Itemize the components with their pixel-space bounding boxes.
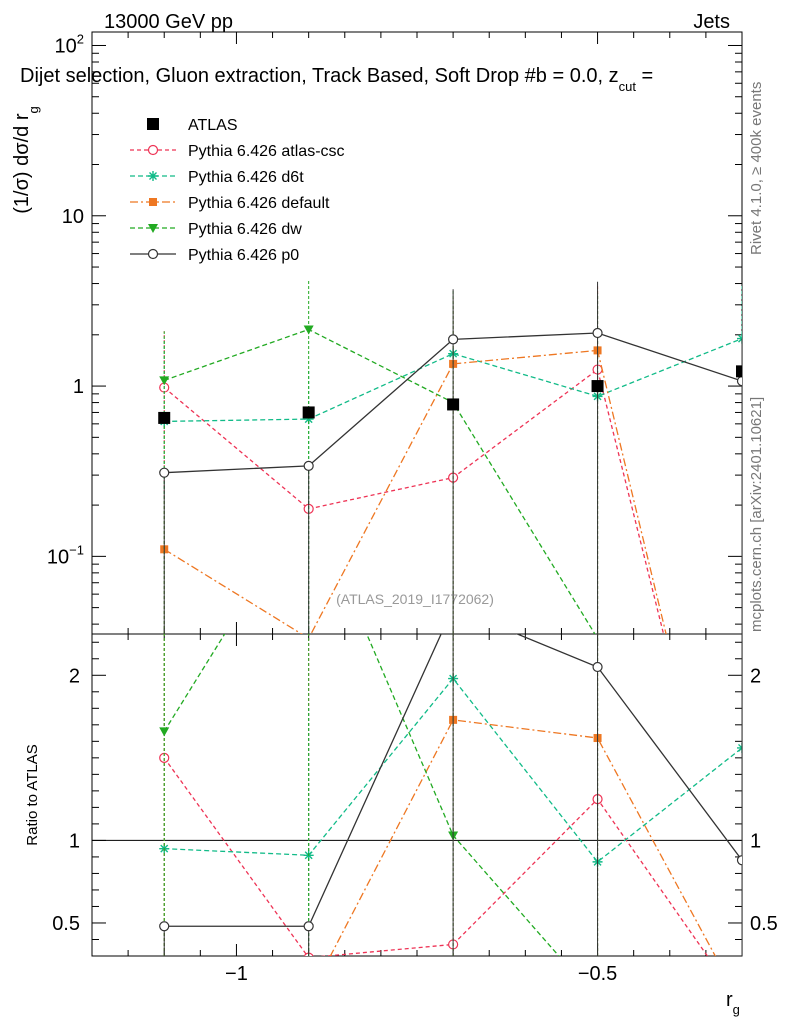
series-4-point (592, 327, 603, 339)
y-tick-label-base: 10 (47, 546, 69, 568)
analysis-watermark: (ATLAS_2019_I1772062) (336, 591, 494, 607)
series-1-point (303, 414, 314, 425)
atlas-data-point (736, 365, 742, 378)
series-4-point (448, 334, 459, 345)
y-tick-label-exp: −1 (69, 542, 84, 557)
ratio-y-tick-label: 2 (69, 665, 80, 687)
series-4-ratio-point (736, 855, 742, 866)
series-2-ratio-point (305, 994, 313, 1002)
series-4-ratio-line (164, 634, 742, 927)
ratio-y-tick-label-right: 2 (750, 665, 761, 687)
process-label: Jets (693, 11, 730, 33)
ratio-y-tick-label-right: 0.5 (750, 913, 778, 935)
x-axis-title-sub: g (733, 1002, 740, 1017)
x-tick-label: −0.5 (578, 963, 617, 985)
series-4-ratio-point (303, 921, 314, 932)
legend-entry: Pythia 6.426 p0 (130, 247, 299, 264)
legend-marker (147, 248, 159, 260)
series-4-point (303, 460, 314, 471)
y-tick-label: 102 (55, 31, 84, 57)
y-axis-title-sub: g (26, 106, 41, 113)
subtitle-end: = (636, 65, 653, 87)
series-1-ratio-line (164, 677, 742, 863)
x-axis-title: rg (726, 989, 740, 1017)
legend-marker (148, 171, 158, 181)
legend-label: Pythia 6.426 atlas-csc (188, 143, 345, 160)
y-tick-label: 10−1 (47, 542, 84, 568)
subtitle-main: Dijet selection, Gluon extraction, Track… (20, 65, 619, 87)
legend-label: Pythia 6.426 dw (188, 221, 302, 238)
series-3-line (164, 328, 596, 634)
ratio-y-tick-label: 1 (69, 830, 80, 852)
legend-marker (147, 144, 159, 156)
ratio-y-tick-label-right: 1 (750, 830, 761, 852)
atlas-data-point (591, 380, 604, 393)
legend-label: ATLAS (188, 117, 238, 134)
legend-entry: ATLAS (147, 117, 238, 134)
series-2-ratio-line (329, 719, 717, 956)
legend-entry: Pythia 6.426 atlas-csc (130, 143, 345, 160)
legend-entry: Pythia 6.426 default (130, 195, 330, 212)
series-3-point (303, 325, 314, 335)
legend-marker (149, 198, 157, 206)
ratio-y-tick-label: 0.5 (52, 913, 80, 935)
series-4-line (164, 332, 742, 474)
legend-marker (148, 224, 158, 233)
ratio-y-axis-title: Ratio to ATLAS (24, 744, 41, 845)
series-2-ratio-point (160, 973, 168, 981)
series-4-point (159, 467, 170, 478)
series-1-line (164, 337, 742, 423)
y-axis-title: (1/σ) dσ/d rg (11, 106, 41, 214)
y-tick-label: 1 (73, 376, 84, 398)
rivet-label: Rivet 4.1.0, ≥ 400k events (748, 82, 765, 255)
series-0-ratio-line (163, 757, 709, 956)
series-3-ratio-point (159, 727, 170, 737)
legend-label: Pythia 6.426 default (188, 195, 330, 212)
y-tick-label: 10 (62, 206, 84, 228)
x-axis-title-main: r (726, 989, 733, 1011)
series-3-point (159, 376, 170, 386)
series-4-point (736, 375, 742, 387)
legend-entry: Pythia 6.426 d6t (130, 169, 304, 186)
series-4-ratio-point (592, 661, 603, 673)
series-3-ratio-line (163, 634, 560, 956)
atlas-data-point (447, 398, 460, 411)
series-2-line (163, 349, 667, 634)
atlas-data-point (302, 406, 315, 419)
subtitle: Dijet selection, Gluon extraction, Track… (20, 65, 653, 94)
y-tick-label-base: 10 (55, 35, 77, 57)
atlas-data-point (158, 411, 171, 424)
series-0-line (163, 368, 665, 634)
y-axis-title-main: (1/σ) dσ/d r (11, 113, 33, 214)
energy-label: 13000 GeV pp (104, 11, 233, 33)
series-4-ratio-point (159, 921, 170, 932)
subtitle-sub: cut (619, 79, 637, 94)
legend-label: Pythia 6.426 d6t (188, 169, 304, 186)
y-tick-label-exp: 2 (77, 31, 84, 46)
ratio-frame (91, 633, 743, 957)
legend-label: Pythia 6.426 p0 (188, 247, 299, 264)
mcplots-label: mcplots.cern.ch [arXiv:2401.10621] (748, 397, 765, 632)
legend-entry: Pythia 6.426 dw (130, 221, 302, 238)
x-tick-label: −1 (225, 963, 248, 985)
legend-marker (147, 118, 159, 130)
series-3-ratio-point (593, 996, 603, 1005)
